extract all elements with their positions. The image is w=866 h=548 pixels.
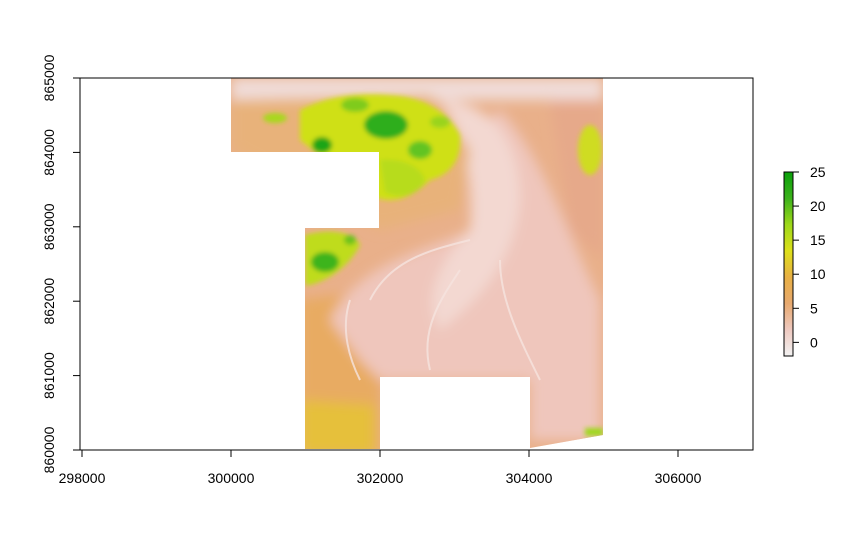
veg-bottom-right xyxy=(585,428,603,436)
veg-lower-green-2 xyxy=(344,235,356,245)
y-tick-label: 861000 xyxy=(41,352,57,399)
veg-green-patch-3 xyxy=(408,141,432,159)
raster-top-band xyxy=(231,78,603,100)
legend-tick-label: 15 xyxy=(810,232,826,248)
x-tick-label: 300000 xyxy=(208,470,255,486)
veg-lower-green xyxy=(311,252,339,272)
x-tick-label: 302000 xyxy=(357,470,404,486)
vegetation-patches xyxy=(263,94,603,436)
legend-tick-label: 20 xyxy=(810,198,826,214)
y-tick-label: 864000 xyxy=(41,129,57,176)
channel-lines xyxy=(344,239,541,381)
y-tick-label: 865000 xyxy=(41,54,57,101)
legend-tick-label: 25 xyxy=(810,164,826,180)
x-tick-label: 304000 xyxy=(506,470,553,486)
legend-tick-label: 10 xyxy=(810,266,826,282)
color-legend: 0 5 10 15 20 25 xyxy=(783,164,826,357)
y-tick-label: 863000 xyxy=(41,203,57,250)
veg-dark-patch-2 xyxy=(312,137,332,153)
veg-green-patch-4 xyxy=(341,98,369,112)
y-tick-label: 860000 xyxy=(41,426,57,473)
veg-mid-patch xyxy=(380,159,425,196)
veg-dark-patch-1 xyxy=(364,111,408,139)
veg-green-patch-6 xyxy=(430,116,450,128)
legend-tick-label: 5 xyxy=(810,300,818,316)
y-tick-label: 862000 xyxy=(41,278,57,325)
raster-yellow-zone xyxy=(300,400,375,449)
x-axis: 298000 300000 302000 304000 306000 xyxy=(59,449,702,486)
x-tick-label: 306000 xyxy=(655,470,702,486)
raster-main-channel xyxy=(431,100,520,330)
y-axis: 860000 861000 862000 863000 864000 865000 xyxy=(41,54,81,473)
veg-right-strip xyxy=(578,125,602,175)
elevation-raster xyxy=(231,78,603,449)
legend-colorbar xyxy=(783,171,794,357)
x-tick-label: 298000 xyxy=(59,470,106,486)
veg-green-patch-5 xyxy=(263,113,287,123)
legend-tick-label: 0 xyxy=(810,334,818,350)
